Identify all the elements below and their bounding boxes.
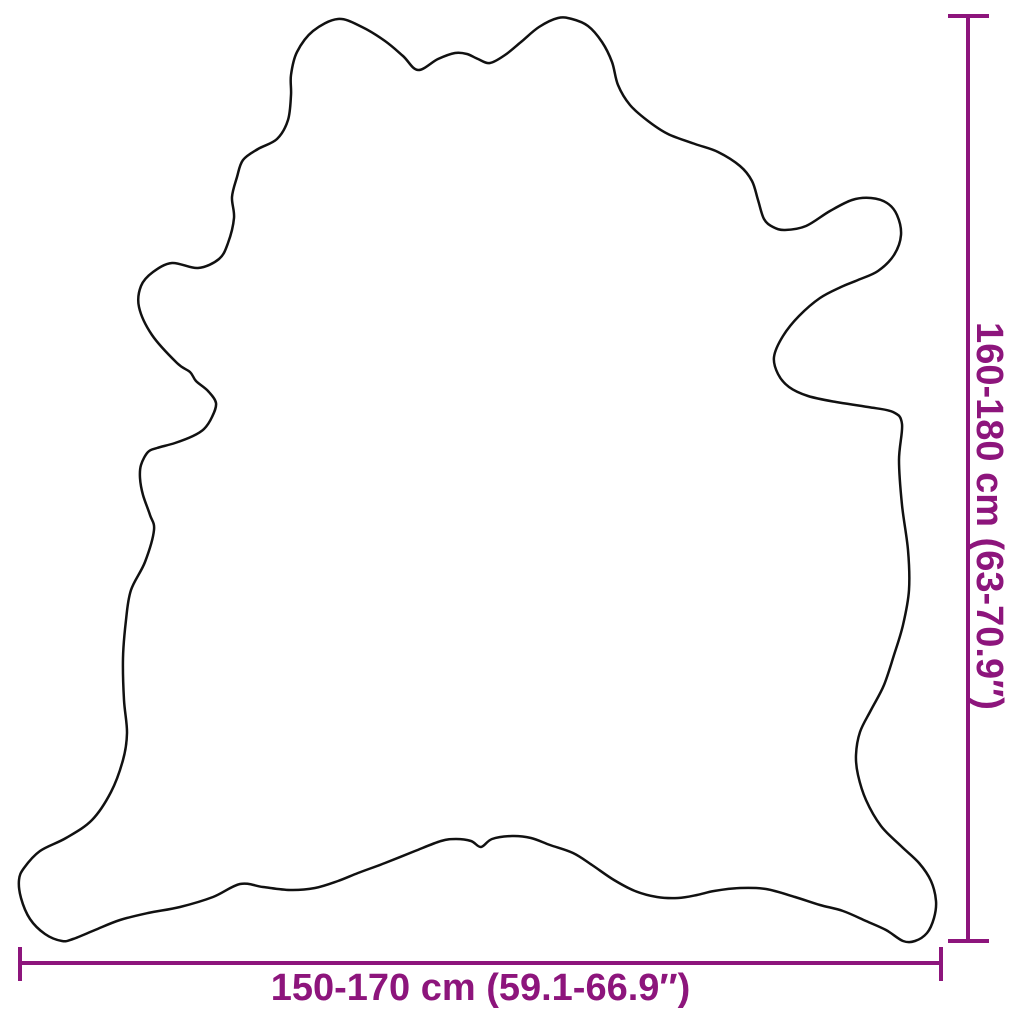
cowhide-outline-shape: [17, 16, 938, 944]
height-dimension-line: [948, 14, 989, 943]
width-dimension-label: 150-170 cm (59.1-66.9″): [270, 967, 691, 1009]
height-dimension-label: 160-180 cm (63-70.9″): [968, 322, 1010, 710]
width-dimension-line: [18, 947, 943, 981]
